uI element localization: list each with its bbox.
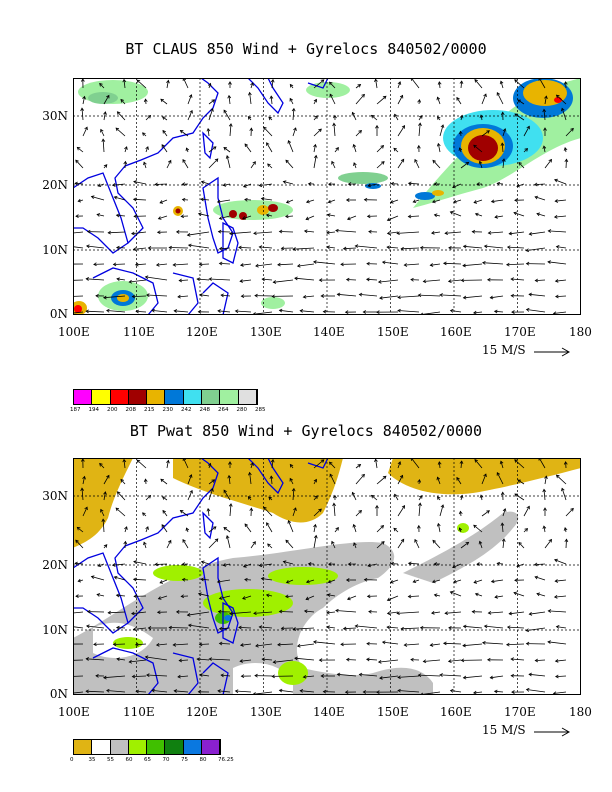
panel-1-xtick: 160E <box>440 325 472 339</box>
legend-swatch <box>92 390 111 404</box>
panel-1-xtick: 120E <box>186 325 218 339</box>
legend-label: 230 <box>162 407 174 413</box>
panel-1-xtick: 150E <box>377 325 409 339</box>
legend-swatch <box>183 390 203 404</box>
legend-label: 80 <box>199 757 207 763</box>
panel-1-xtick: 100E <box>58 325 90 339</box>
legend-label: 264 <box>218 407 229 413</box>
legend-swatch <box>74 740 93 754</box>
panel-2-xtick: 100E <box>58 705 90 719</box>
panel-2-xtick: 140E <box>313 705 345 719</box>
panel-2-xtick: 130E <box>250 705 282 719</box>
panel-1-ytick: 20N <box>42 178 68 192</box>
legend-label: 76.25 <box>218 757 234 763</box>
panel-1-scale-label: 15 M/S <box>482 343 526 357</box>
legend-swatch <box>165 740 184 754</box>
legend-label: 280 <box>236 407 248 413</box>
legend-swatch <box>74 390 93 404</box>
panel-2-field <box>73 458 581 695</box>
legend-label: 187 <box>70 407 81 413</box>
legend-swatch <box>147 390 166 404</box>
panel-2-xtick: 110E <box>123 705 155 719</box>
panel-2-xtick: 120E <box>186 705 218 719</box>
panel-1-map <box>73 78 581 315</box>
legend-label: 70 <box>162 757 170 763</box>
panel-1-frame <box>73 78 581 315</box>
legend-swatch <box>110 740 129 754</box>
panel-1-legend <box>73 389 258 405</box>
legend-swatch <box>201 740 220 754</box>
legend-label: 0 <box>70 757 74 763</box>
legend-swatch <box>147 740 166 754</box>
legend-swatch <box>238 390 257 404</box>
legend-swatch <box>202 390 221 404</box>
legend-label: 248 <box>199 407 211 413</box>
panel-1-xtick: 170E <box>504 325 536 339</box>
legend-label: 242 <box>181 407 192 413</box>
panel-1-xtick: 180 <box>569 325 592 339</box>
panel-2-scale-arrow <box>534 727 571 737</box>
panel-2-ytick: 0N <box>49 687 68 701</box>
legend-label: 208 <box>125 407 137 413</box>
panel-2-map <box>73 458 581 695</box>
legend-swatch <box>128 740 147 754</box>
panel-2-xtick: 160E <box>440 705 472 719</box>
legend-label: 65 <box>144 757 151 763</box>
legend-swatch <box>220 390 239 404</box>
panel-2-xtick: 180 <box>569 705 592 719</box>
panel-2-xtick: 150E <box>377 705 409 719</box>
panel-1-scale-arrow <box>534 347 571 357</box>
panel-1-xtick: 110E <box>123 325 155 339</box>
panel-2-xtick: 170E <box>504 705 536 719</box>
panel-1-ytick: 10N <box>42 243 68 257</box>
panel-1-ytick: 30N <box>42 109 68 123</box>
legend-label: 215 <box>144 407 155 413</box>
panel-2-ytick: 10N <box>42 623 68 637</box>
panel-1-title: BT CLAUS 850 Wind + Gyrelocs 840502/0000 <box>125 40 487 58</box>
panel-2-legend <box>73 739 221 755</box>
legend-swatch <box>92 740 111 754</box>
legend-swatch <box>183 740 202 754</box>
legend-label: 55 <box>107 757 114 763</box>
legend-label: 60 <box>125 757 133 763</box>
legend-label: 35 <box>88 757 96 763</box>
panel-1-xtick: 130E <box>250 325 282 339</box>
legend-swatch <box>165 390 184 404</box>
panel-1-ytick: 0N <box>49 307 68 321</box>
legend-swatch <box>110 390 129 404</box>
legend-label: 200 <box>107 407 118 413</box>
panel-2-ytick: 30N <box>42 489 68 503</box>
legend-label: 285 <box>255 407 266 413</box>
panel-1-field <box>73 78 581 315</box>
panel-2-title: BT Pwat 850 Wind + Gyrelocs 840502/0000 <box>129 422 483 440</box>
panel-2-frame <box>73 458 581 695</box>
legend-swatch <box>128 390 148 404</box>
legend-label: 194 <box>88 407 100 413</box>
panel-2-scale-label: 15 M/S <box>482 723 526 737</box>
legend-label: 75 <box>181 757 188 763</box>
panel-2-ytick: 20N <box>42 558 68 572</box>
panel-1-xtick: 140E <box>313 325 345 339</box>
